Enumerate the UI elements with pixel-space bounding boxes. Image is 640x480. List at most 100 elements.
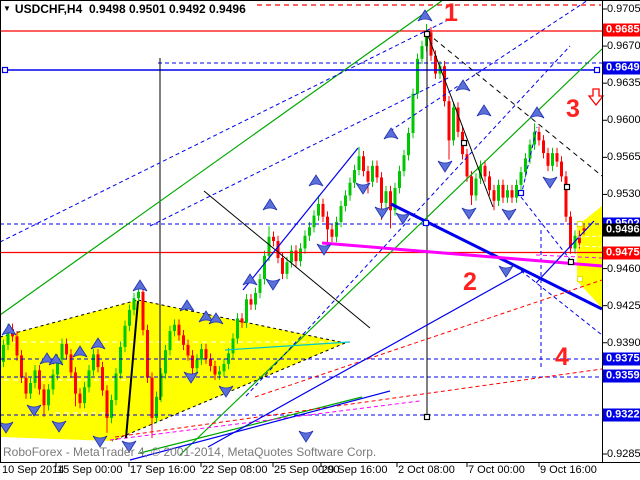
candle-up bbox=[402, 155, 406, 172]
yellow-triangle-left[interactable] bbox=[0, 300, 345, 441]
time-label: 7 Oct 00:00 bbox=[468, 464, 525, 476]
cyan-trendline[interactable] bbox=[224, 341, 351, 351]
candle-down bbox=[15, 336, 19, 356]
price-tag-0.9475: 0.9475 bbox=[603, 246, 640, 260]
blue-rising-low[interactable] bbox=[129, 390, 391, 461]
broker-watermark: RoboForex - MetaTrader 4, © 2001-2014, M… bbox=[3, 445, 377, 459]
candle-down bbox=[24, 377, 28, 394]
fractal-down-arrow-icon bbox=[316, 243, 332, 256]
price-label-0.9285: 0.9285 bbox=[607, 447, 640, 460]
fractal-down-arrow-icon bbox=[92, 435, 108, 448]
price-tag-0.9322: 0.9322 bbox=[603, 408, 640, 422]
fractal-up-arrow-icon bbox=[90, 337, 106, 350]
object-handle[interactable] bbox=[563, 183, 571, 191]
blue-zigzag-rise[interactable] bbox=[242, 147, 359, 291]
object-handle[interactable] bbox=[517, 189, 525, 197]
time-axis[interactable]: 10 Sep 2014 15 Sep 00:00 17 Sep 16:00 22 Se… bbox=[0, 463, 640, 480]
object-handle[interactable] bbox=[593, 66, 601, 74]
fractal-up-arrow-icon bbox=[132, 279, 148, 292]
candle-up bbox=[218, 371, 221, 375]
green-channel-upper[interactable] bbox=[0, 0, 444, 316]
fractal-down-arrow-icon bbox=[26, 404, 42, 417]
object-handle[interactable] bbox=[423, 30, 431, 38]
blue-dash-end-rise[interactable] bbox=[520, 126, 538, 197]
blue-rising-apex[interactable] bbox=[207, 270, 525, 448]
candle-up bbox=[411, 93, 415, 133]
price-label-0.9425: 0.9425 bbox=[607, 299, 640, 312]
white-dash-wedge-1[interactable] bbox=[577, 235, 602, 238]
chart-dropdown-icon[interactable]: ▼ bbox=[3, 4, 11, 13]
object-handle[interactable] bbox=[567, 258, 575, 266]
black-drop-line[interactable] bbox=[426, 32, 494, 208]
candle-up bbox=[195, 359, 199, 369]
candle-down bbox=[209, 358, 212, 367]
candle-down bbox=[537, 131, 541, 141]
object-handle[interactable] bbox=[576, 220, 584, 228]
candle-down bbox=[564, 176, 568, 217]
fractal-down-arrow-icon bbox=[183, 371, 199, 384]
candle-up bbox=[56, 359, 59, 375]
black-steep-line[interactable] bbox=[125, 300, 139, 439]
chart-symbol: USDCHF,H4 bbox=[14, 2, 83, 16]
candle-down bbox=[38, 370, 41, 390]
candle-up bbox=[236, 318, 239, 339]
black-dashed-down[interactable] bbox=[426, 32, 603, 177]
candle-up bbox=[200, 349, 203, 360]
candle-down bbox=[578, 235, 581, 244]
blue-dash-rise-upper[interactable] bbox=[149, 76, 451, 227]
object-handle[interactable] bbox=[576, 275, 584, 283]
candle-down bbox=[488, 176, 491, 191]
wave-label-3[interactable]: 3 bbox=[566, 95, 580, 123]
black-wedge-line[interactable] bbox=[203, 190, 371, 329]
candle-up bbox=[335, 221, 338, 237]
magenta-trendline[interactable] bbox=[321, 241, 603, 268]
fractal-up-arrow-icon bbox=[383, 127, 399, 140]
fractal-up-arrow-icon bbox=[1, 323, 17, 336]
wave-label-2[interactable]: 2 bbox=[463, 268, 477, 296]
wave-label-1[interactable]: 1 bbox=[444, 0, 458, 27]
red-dashed-rising-2[interactable] bbox=[254, 279, 603, 398]
candle-up bbox=[114, 373, 118, 400]
object-handle[interactable] bbox=[422, 219, 430, 227]
fractal-down-arrow-icon bbox=[437, 160, 453, 173]
blue-dash-rise-steep[interactable] bbox=[245, 45, 571, 397]
candle-up bbox=[231, 338, 235, 354]
object-handle[interactable] bbox=[460, 139, 468, 147]
red-dashed-rising-1[interactable] bbox=[114, 368, 603, 438]
chart-ohlc: 0.9498 0.9501 0.9492 0.9496 bbox=[88, 2, 246, 16]
candle-down bbox=[443, 66, 446, 102]
object-handle[interactable] bbox=[1, 66, 9, 74]
candle-down bbox=[78, 393, 82, 404]
fractal-up-arrow-icon bbox=[476, 104, 492, 117]
price-axis[interactable]: 0.9705 0.9670 0.9635 0.9600 0.9565 0.9530 0.94… bbox=[603, 0, 640, 462]
object-handle[interactable] bbox=[423, 413, 431, 421]
candle-up bbox=[357, 156, 361, 171]
candle-up bbox=[164, 350, 167, 374]
blue-dash-fall-from-2[interactable] bbox=[509, 261, 603, 336]
time-label: 25 Sep 00:00 bbox=[274, 464, 340, 476]
price-label-0.9635: 0.9635 bbox=[607, 77, 640, 90]
green-support-low[interactable] bbox=[139, 396, 363, 454]
candle-up bbox=[348, 182, 352, 196]
fractal-up-arrow-icon bbox=[262, 198, 278, 211]
candle-down bbox=[326, 216, 329, 230]
candle-down bbox=[555, 153, 559, 162]
candle-down bbox=[213, 366, 217, 375]
triangle-edge-right[interactable] bbox=[137, 299, 346, 344]
candle-down bbox=[146, 330, 149, 378]
candle-down bbox=[321, 203, 325, 217]
candle-down bbox=[434, 55, 437, 74]
candle-down bbox=[569, 216, 572, 249]
candle-up bbox=[285, 262, 289, 274]
magenta-dashed-low[interactable] bbox=[109, 400, 421, 441]
fractal-up-arrow-icon bbox=[417, 9, 433, 22]
white-dash-wedge-2[interactable] bbox=[577, 245, 602, 248]
time-label: 2 Oct 08:00 bbox=[398, 464, 455, 476]
candle-down bbox=[375, 165, 379, 178]
candle-up bbox=[29, 383, 32, 394]
wave-label-4[interactable]: 4 bbox=[555, 343, 569, 371]
blue-dash-rise-right[interactable] bbox=[389, 0, 589, 132]
blue-rising-wedge[interactable] bbox=[535, 220, 595, 284]
